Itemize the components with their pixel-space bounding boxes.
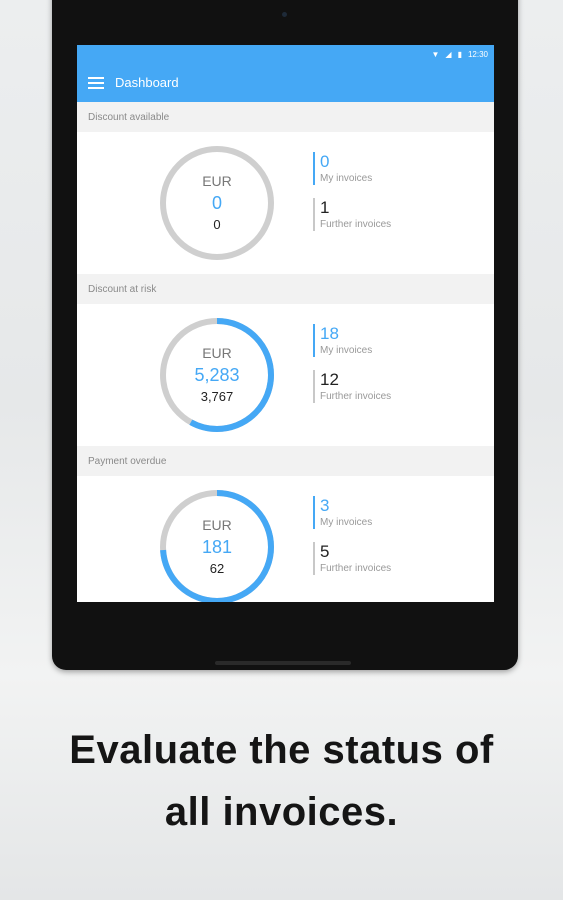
further-invoices-label: Further invoices [320,391,392,402]
my-invoices-count: 3 [320,496,330,515]
section-discount-available[interactable]: EUR 0 0 0 My invoices 1 Further invoices [77,132,494,274]
sub-amount: 3,767 [200,389,234,404]
my-invoices-count: 18 [320,324,339,343]
further-invoices-stat[interactable]: 1 Further invoices [313,198,391,238]
section-payment-overdue[interactable]: EUR 181 62 3 My invoices 5 Further invoi… [77,476,494,602]
stat-bar [313,496,315,529]
further-invoices-label: Further invoices [320,219,392,230]
page-title: Dashboard [115,75,179,90]
my-invoices-label: My invoices [320,173,373,184]
my-invoices-stat[interactable]: 3 My invoices [313,496,391,536]
amount-gauge: EUR 5,283 3,767 [158,316,276,434]
sub-amount: 0 [213,217,221,232]
stat-bar [313,542,315,575]
progress-ring [160,490,274,602]
tablet-bottom-edge [215,661,351,665]
currency-label: EUR [202,173,232,189]
section-header-payment-overdue: Payment overdue [77,446,494,476]
my-invoices-count: 0 [320,152,330,171]
further-invoices-label: Further invoices [320,563,392,574]
app-screen: ▼ ◢ ▮ 12:30 Dashboard Discount available… [77,45,494,602]
main-amount: 181 [201,537,233,557]
progress-ring [160,318,274,432]
my-invoices-label: My invoices [320,345,373,356]
section-header-discount-at-risk: Discount at risk [77,274,494,304]
section-header-discount-available: Discount available [77,102,494,132]
invoice-stats: 18 My invoices 12 Further invoices [313,324,391,416]
main-amount: 5,283 [194,365,240,385]
stat-bar [313,370,315,403]
my-invoices-stat[interactable]: 18 My invoices [313,324,391,364]
camera-icon [282,12,287,17]
stat-bar [313,152,315,185]
caption-line-1: Evaluate the status of [69,728,494,772]
further-invoices-count: 12 [320,370,339,389]
signal-icon: ◢ [445,49,452,59]
section-discount-at-risk[interactable]: EUR 5,283 3,767 18 My invoices 12 Furthe… [77,304,494,446]
status-time: 12:30 [467,49,488,59]
amount-gauge: EUR 0 0 [158,144,276,262]
currency-label: EUR [202,517,232,533]
status-bar: ▼ ◢ ▮ 12:30 [77,45,494,63]
currency-label: EUR [202,345,232,361]
sub-amount: 62 [209,561,225,576]
menu-icon[interactable] [77,63,115,102]
battery-icon: ▮ [457,49,462,59]
my-invoices-stat[interactable]: 0 My invoices [313,152,391,192]
invoice-stats: 3 My invoices 5 Further invoices [313,496,391,588]
my-invoices-label: My invoices [320,517,373,528]
stat-bar [313,324,315,357]
further-invoices-stat[interactable]: 12 Further invoices [313,370,391,410]
main-amount: 0 [211,193,222,213]
amount-gauge: EUR 181 62 [158,488,276,602]
invoice-stats: 0 My invoices 1 Further invoices [313,152,391,244]
caption-line-2: all invoices. [164,790,399,834]
app-bar: Dashboard [77,63,494,102]
wifi-icon: ▼ [431,49,440,59]
further-invoices-count: 5 [320,542,330,561]
further-invoices-stat[interactable]: 5 Further invoices [313,542,391,582]
stat-bar [313,198,315,231]
further-invoices-count: 1 [320,198,330,217]
